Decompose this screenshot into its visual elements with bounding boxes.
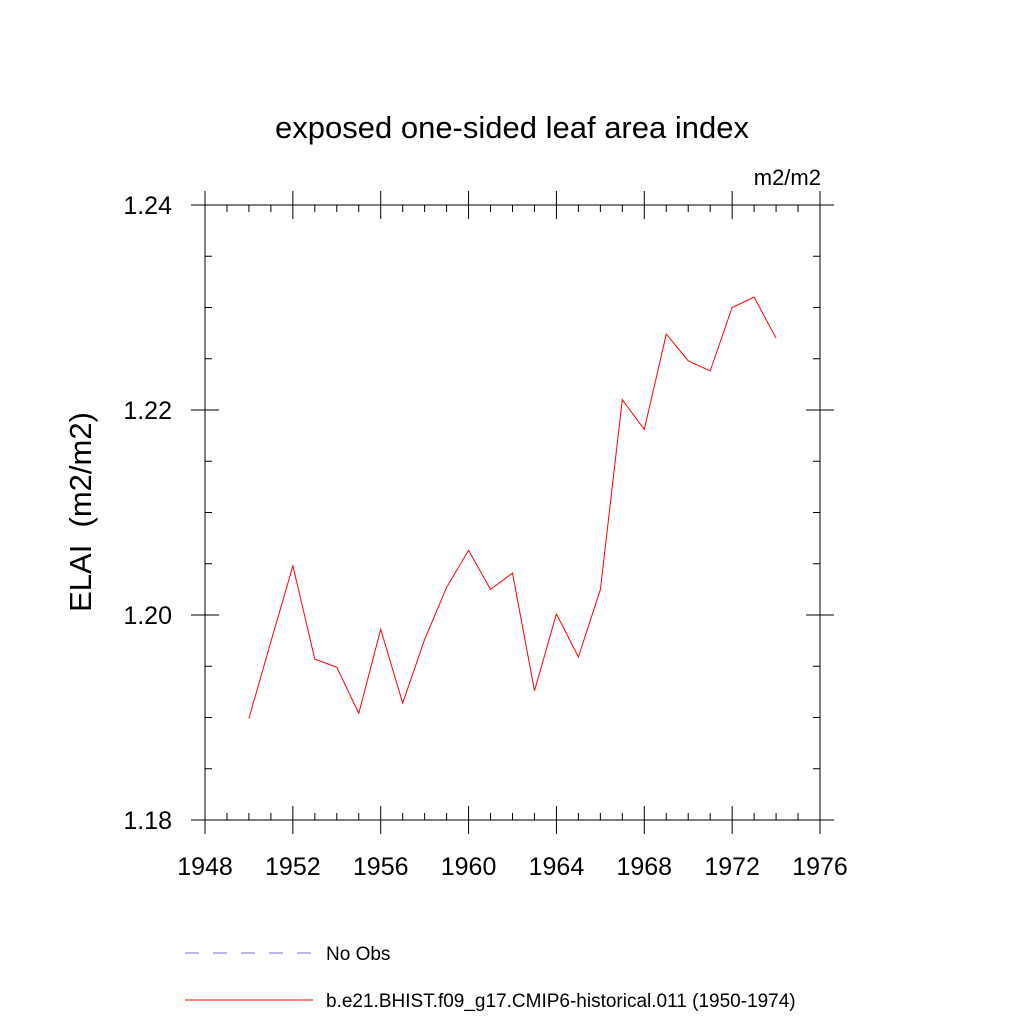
y-tick-label: 1.24	[123, 192, 172, 220]
x-tick-label: 1976	[792, 853, 848, 881]
y-axis-label: ELAI (m2/m2)	[63, 412, 98, 612]
y-tick-label: 1.18	[123, 807, 172, 835]
y-tick-label: 1.22	[123, 397, 172, 425]
x-tick-label: 1960	[441, 853, 497, 881]
data-series	[248, 296, 777, 719]
series-line	[248, 296, 777, 719]
x-tick-label: 1952	[265, 853, 321, 881]
x-tick-label: 1964	[529, 853, 585, 881]
x-tick-label: 1972	[704, 853, 760, 881]
legend-label: b.e21.BHIST.f09_g17.CMIP6-historical.011…	[326, 991, 796, 1012]
plot-frame	[204, 204, 821, 821]
legend: No Obs b.e21.BHIST.f09_g17.CMIP6-historic…	[185, 944, 796, 1012]
legend-label: No Obs	[326, 944, 390, 965]
x-tick-label: 1956	[353, 853, 409, 881]
units-label: m2/m2	[754, 165, 821, 190]
x-tick-label: 1968	[616, 853, 672, 881]
y-tick-label: 1.20	[123, 602, 172, 630]
axis-tick-labels: 1948 1952 1956 1960 1964 1968 1972 1976 1.18 1.20…	[123, 192, 847, 881]
chart-title: exposed one-sided leaf area index	[275, 110, 749, 145]
x-tick-label: 1948	[177, 853, 233, 881]
axis-ticks	[191, 191, 834, 834]
